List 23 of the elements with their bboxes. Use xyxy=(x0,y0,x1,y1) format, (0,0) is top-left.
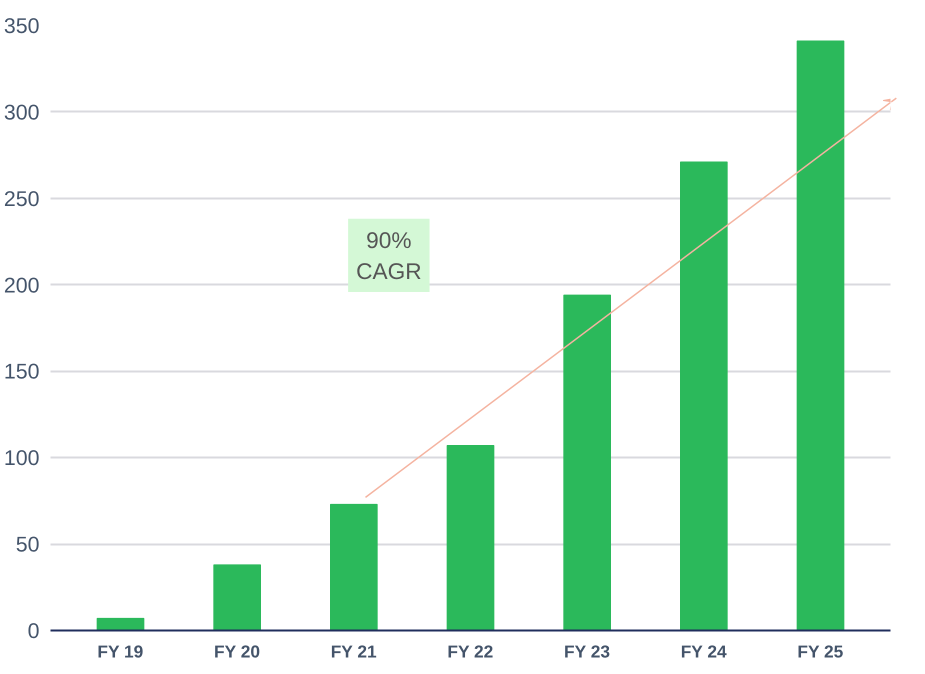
x-tick-label: FY 19 xyxy=(97,642,144,662)
y-tick-label: 300 xyxy=(4,100,40,124)
y-tick-label: 250 xyxy=(4,186,40,211)
bar xyxy=(796,40,844,630)
y-tick-label: 200 xyxy=(4,273,40,298)
x-tick-label: FY 20 xyxy=(214,642,260,662)
bar xyxy=(446,445,494,630)
y-tick-label: 150 xyxy=(4,360,40,384)
x-tick-label: FY 21 xyxy=(330,642,377,662)
bar xyxy=(330,504,378,630)
annotation: 90% CAGR xyxy=(356,226,422,284)
y-tick-label: 100 xyxy=(4,446,40,470)
y-tick-label: 50 xyxy=(16,532,40,557)
bar xyxy=(213,564,261,630)
x-tick-label: FY 25 xyxy=(797,642,844,662)
bar xyxy=(96,618,144,630)
y-tick-label: 0 xyxy=(28,619,40,643)
x-tick-label: FY 22 xyxy=(447,642,494,662)
x-tick-label: FY 24 xyxy=(680,642,727,662)
x-tick-label: FY 23 xyxy=(564,642,610,662)
bar xyxy=(680,162,728,630)
y-tick-label: 350 xyxy=(4,14,40,38)
bar xyxy=(563,294,611,630)
